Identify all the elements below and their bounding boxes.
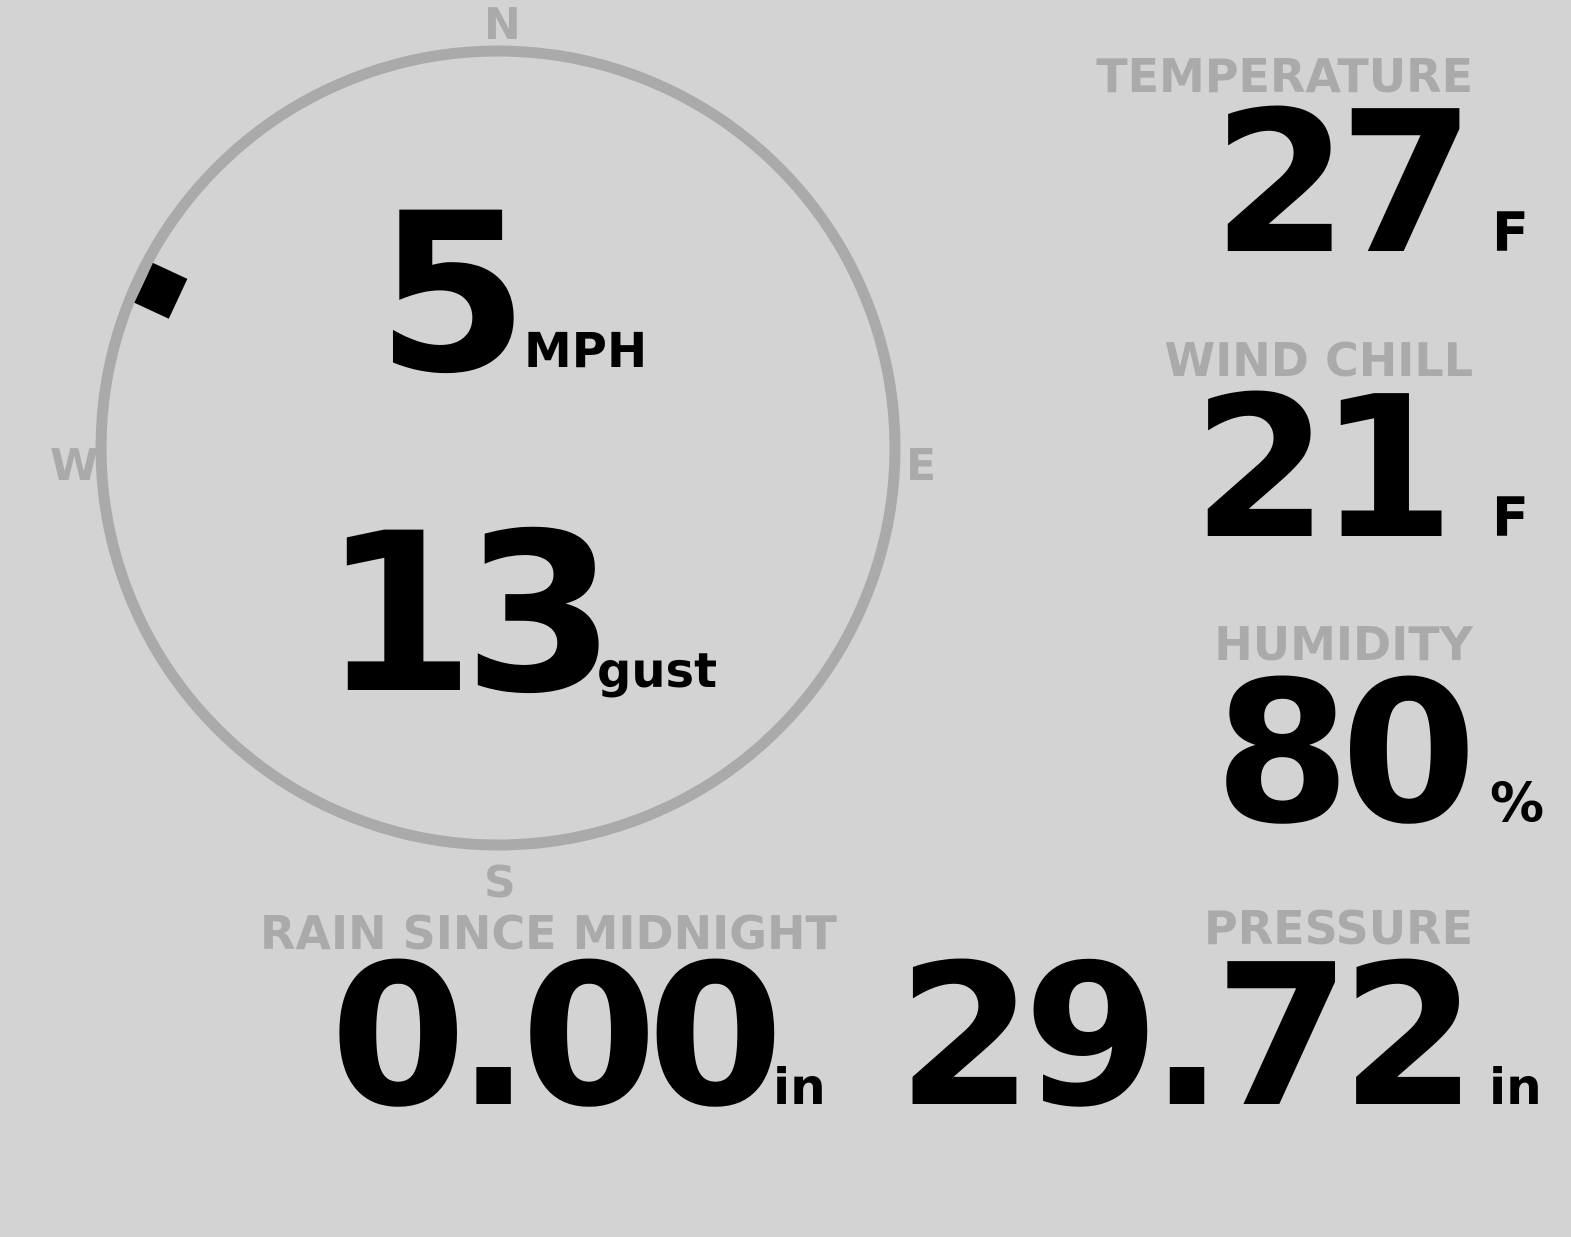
- wind-direction-marker: [134, 262, 188, 319]
- compass-west: W: [50, 440, 99, 491]
- humidity-value: 80: [1214, 640, 1477, 868]
- wind-gust-value: 13: [322, 486, 616, 742]
- temperature-value: 27: [1212, 70, 1475, 298]
- wind-chill-value: 21: [1192, 355, 1455, 583]
- temperature-label: TEMPERATURE: [1096, 49, 1473, 103]
- temperature-unit: F: [1492, 201, 1529, 264]
- compass-ring: [95, 45, 901, 851]
- wind-speed-value: 5: [376, 166, 530, 422]
- pressure-label: PRESSURE: [1204, 901, 1473, 955]
- rain-value: 0.00: [330, 923, 784, 1151]
- compass-north: N: [484, 0, 521, 50]
- compass-south: S: [484, 857, 516, 908]
- wind-speed-unit: MPH: [524, 323, 648, 379]
- pressure-value: 29.72: [897, 923, 1477, 1151]
- humidity-unit: %: [1490, 771, 1545, 834]
- rain-label: RAIN SINCE MIDNIGHT: [260, 906, 837, 960]
- pressure-unit: in: [1489, 1058, 1542, 1116]
- compass-east: E: [906, 440, 937, 491]
- wind-gust-unit: gust: [597, 643, 718, 699]
- wind-chill-label: WIND CHILL: [1164, 333, 1473, 387]
- rain-unit: in: [773, 1058, 826, 1116]
- wind-chill-unit: F: [1492, 486, 1529, 549]
- humidity-label: HUMIDITY: [1214, 617, 1473, 671]
